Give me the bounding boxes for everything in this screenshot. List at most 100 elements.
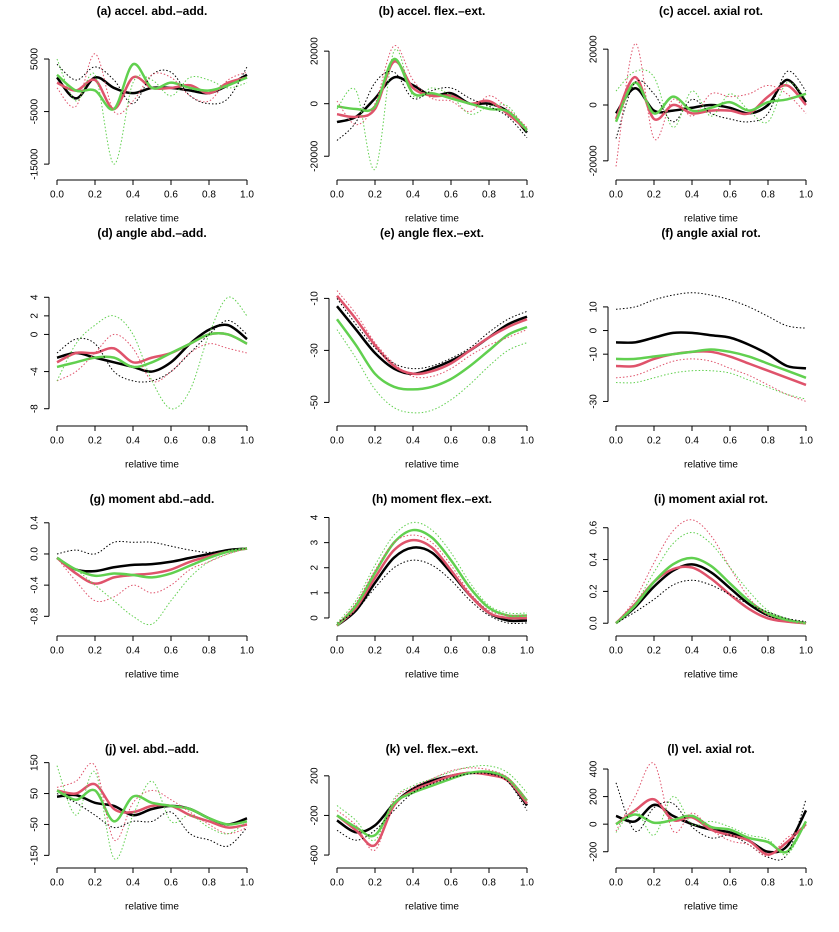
y-tick-label: 0 [310, 100, 321, 106]
x-tick-label: 0.0 [50, 878, 64, 889]
panel-title: (g) moment abd.–add. [90, 492, 215, 506]
x-axis-label: relative time [684, 460, 738, 471]
x-axis-label: relative time [125, 460, 179, 471]
x-tick-label: 0.0 [330, 878, 344, 889]
x-axis-label: relative time [125, 214, 179, 225]
panel-title: (c) accel. axial rot. [659, 4, 763, 18]
x-tick-label: 0.2 [647, 646, 661, 657]
x-tick-label: 0.4 [126, 878, 140, 889]
mean-line [335, 318, 528, 391]
mean-line [56, 793, 248, 826]
x-tick-label: 0.8 [482, 878, 496, 889]
x-tick-label: 1.0 [520, 646, 534, 657]
x-tick-label: 0.6 [444, 878, 458, 889]
x-tick-label: 0.8 [761, 878, 775, 889]
dotted-line [56, 63, 248, 105]
x-axis-label: relative time [684, 670, 738, 681]
x-tick-label: 0.4 [406, 878, 420, 889]
dotted-line [615, 43, 807, 167]
mean-line [336, 60, 528, 131]
dotted-line [56, 762, 248, 841]
x-tick-label: 0.6 [444, 436, 458, 447]
mean-line [56, 75, 248, 111]
dotted-line [336, 767, 528, 851]
y-tick-label: 2 [310, 565, 321, 571]
x-tick-label: 0.0 [609, 646, 623, 657]
dotted-line [615, 532, 807, 624]
y-tick-label: 0.6 [589, 520, 600, 534]
panel-title: (i) moment axial rot. [654, 492, 768, 506]
y-tick-label: 0 [589, 327, 600, 333]
mean-line [56, 323, 248, 373]
y-tick-label: -50 [30, 817, 41, 832]
y-tick-label: -200 [310, 805, 321, 825]
x-axis-label: relative time [684, 214, 738, 225]
dotted-line [336, 765, 528, 842]
mean-line [336, 538, 528, 627]
y-tick-label: -30 [589, 394, 600, 409]
y-tick-label: 0 [589, 102, 600, 108]
dotted-line [56, 793, 248, 847]
panel-title: (a) accel. abd.–add. [97, 4, 208, 18]
mean-line [56, 782, 248, 829]
x-tick-label: 0.6 [164, 646, 178, 657]
panel-title: (b) accel. flex.–ext. [379, 4, 486, 18]
dotted-line [615, 369, 807, 400]
x-tick-label: 0.4 [126, 190, 140, 201]
y-tick-label: -10 [589, 347, 600, 362]
panel-title: (e) angle flex.–ext. [380, 226, 484, 240]
x-tick-label: 0.6 [723, 190, 737, 201]
dotted-line [56, 319, 248, 383]
x-tick-label: 1.0 [520, 190, 534, 201]
y-tick-label: 150 [30, 754, 41, 771]
x-tick-label: 0.6 [723, 436, 737, 447]
y-tick-label: 4 [30, 294, 41, 300]
x-axis-label: relative time [405, 670, 459, 681]
x-tick-label: 0.6 [723, 878, 737, 889]
x-axis-label: relative time [405, 460, 459, 471]
x-tick-label: 0.4 [406, 436, 420, 447]
mean-line [615, 556, 807, 625]
x-tick-label: 0.6 [444, 190, 458, 201]
dotted-line [615, 762, 807, 857]
mean-line [336, 528, 528, 627]
dotted-line [336, 48, 528, 170]
dotted-line [56, 548, 248, 626]
x-tick-label: 0.2 [368, 646, 382, 657]
x-tick-label: 0.4 [126, 646, 140, 657]
x-axis-label: relative time [125, 902, 179, 913]
x-tick-label: 1.0 [520, 436, 534, 447]
y-tick-label: 0.0 [30, 547, 41, 561]
mean-line [56, 547, 248, 573]
x-tick-label: 0.0 [609, 190, 623, 201]
y-tick-label: -4 [30, 367, 41, 376]
mean-line [615, 331, 807, 370]
dotted-line [336, 71, 528, 141]
x-tick-label: 0.2 [88, 878, 102, 889]
dotted-line [336, 772, 528, 841]
x-tick-label: 0.2 [88, 646, 102, 657]
mean-line [615, 348, 807, 379]
dotted-line [336, 329, 528, 414]
mean-line [336, 57, 528, 131]
y-tick-label: 0.4 [30, 515, 41, 529]
mean-line [336, 771, 528, 848]
mean-line [336, 75, 528, 134]
x-tick-label: 0.4 [406, 190, 420, 201]
x-tick-label: 0.4 [406, 646, 420, 657]
x-axis-label: relative time [125, 670, 179, 681]
x-tick-label: 0.2 [368, 436, 382, 447]
y-tick-label: 20000 [589, 35, 600, 63]
x-tick-label: 1.0 [240, 878, 254, 889]
y-tick-label: -0.8 [30, 607, 41, 625]
y-tick-label: 50 [30, 788, 41, 800]
x-tick-label: 0.6 [444, 646, 458, 657]
x-tick-label: 0.4 [685, 878, 699, 889]
x-tick-label: 0.0 [609, 878, 623, 889]
y-tick-label: -10 [310, 291, 321, 306]
mean-line [615, 797, 807, 856]
y-tick-label: -15000 [30, 148, 41, 180]
x-tick-label: 0.8 [202, 436, 216, 447]
x-tick-label: 0.2 [88, 190, 102, 201]
